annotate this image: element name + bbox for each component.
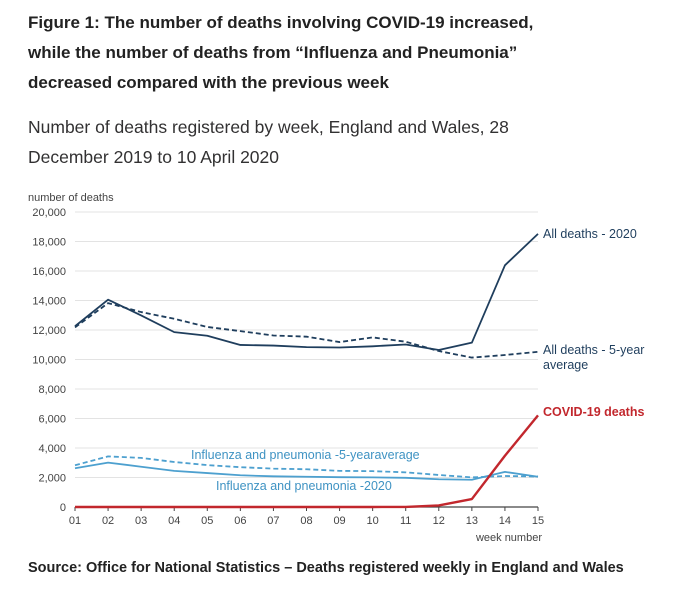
y-axis-title: number of deaths <box>28 192 114 204</box>
x-tick-label: 05 <box>201 515 213 527</box>
x-axis-title: week number <box>475 532 542 544</box>
series-label-line: COVID-19 deaths <box>543 405 644 419</box>
series-labels: All deaths - 2020 All deaths - 5-year aver… <box>191 227 644 493</box>
figure-title: Figure 1: The number of deaths involving… <box>28 8 668 98</box>
x-tick-label: 10 <box>367 515 379 527</box>
x-tick-label: 03 <box>135 515 147 527</box>
series-label: All deaths - 2020 <box>543 227 637 241</box>
series-line <box>74 302 539 359</box>
gridlines <box>75 211 538 508</box>
y-tick-label: 16,000 <box>32 266 66 278</box>
series-label: All deaths - 5-year average <box>543 343 644 372</box>
y-tick-label: 2,000 <box>38 473 66 485</box>
x-tick-label: 14 <box>499 515 511 527</box>
x-tick-label: 07 <box>267 515 279 527</box>
y-tick-label: 20,000 <box>32 207 66 219</box>
title-line-1: Figure 1: The number of deaths involving… <box>28 13 534 32</box>
x-tick-label: 06 <box>234 515 246 527</box>
x-tick-label: 15 <box>532 515 544 527</box>
y-tick-label: 18,000 <box>32 237 66 249</box>
x-tick-label: 11 <box>400 515 411 527</box>
series-line <box>74 455 539 479</box>
series-label: COVID-19 deaths <box>543 405 644 419</box>
x-tick-label: 02 <box>102 515 114 527</box>
x-tick-label: 12 <box>433 515 445 527</box>
source-note: Source: Office for National Statistics –… <box>28 560 624 576</box>
series-lines <box>74 233 539 509</box>
y-tick-label: 12,000 <box>32 325 66 337</box>
series-label-line: All deaths - 5-year <box>543 343 644 357</box>
x-tick-label: 09 <box>333 515 345 527</box>
y-tick-label: 0 <box>60 502 66 514</box>
y-tick-label: 14,000 <box>32 296 66 308</box>
title-line-3: decreased compared with the previous wee… <box>28 73 389 92</box>
series-label-line: Influenza and pneumonia -5-yearaverage <box>191 448 420 462</box>
title-line-2: while the number of deaths from “Influen… <box>28 43 518 62</box>
series-label-line: average <box>543 358 588 372</box>
y-tick-label: 8,000 <box>38 384 66 396</box>
x-tick-label: 08 <box>300 515 312 527</box>
y-axis-ticks: 0 2,000 4,000 6,000 8,000 10,000 12,000 14,000 1… <box>32 207 66 514</box>
series-line <box>74 233 539 351</box>
series-line <box>75 414 539 509</box>
series-line <box>74 461 539 481</box>
series-label-line: All deaths - 2020 <box>543 227 637 241</box>
x-tick-label: 13 <box>466 515 478 527</box>
y-tick-label: 4,000 <box>38 443 66 455</box>
series-label: Influenza and pneumonia -5-yearaverage <box>191 448 420 462</box>
chart-subtitle: Number of deaths registered by week, Eng… <box>28 112 628 172</box>
subtitle-line-2: December 2019 to 10 April 2020 <box>28 147 279 167</box>
x-tick-label: 04 <box>168 515 180 527</box>
series-label: Influenza and pneumonia -2020 <box>216 479 392 493</box>
y-tick-label: 6,000 <box>38 414 66 426</box>
y-tick-label: 10,000 <box>32 355 66 367</box>
subtitle-line-1: Number of deaths registered by week, Eng… <box>28 117 509 137</box>
x-axis-ticks: 01 02 03 04 05 06 07 08 09 10 11 12 13 14 15 <box>69 507 544 527</box>
x-tick-label: 01 <box>69 515 81 527</box>
series-label-line: Influenza and pneumonia -2020 <box>216 479 392 493</box>
